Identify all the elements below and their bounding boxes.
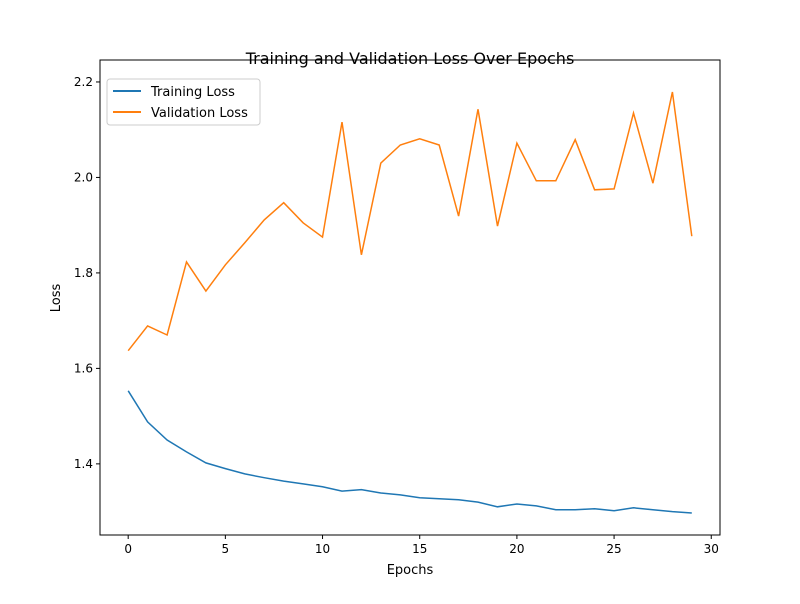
y-tick-label: 2.2: [74, 75, 93, 89]
y-tick-label: 1.6: [74, 361, 93, 375]
legend: Training Loss Validation Loss: [106, 78, 261, 126]
y-tick-label: 1.4: [74, 457, 93, 471]
legend-box: [106, 78, 261, 126]
legend-label: Validation Loss: [151, 106, 248, 121]
y-tick-label: 1.8: [74, 266, 93, 280]
x-tick-label: 15: [412, 542, 427, 556]
series-line-validation-loss: [127, 91, 693, 352]
x-tick-label: 30: [704, 542, 719, 556]
legend-label: Training Loss: [150, 85, 235, 100]
x-tick-label: 10: [315, 542, 330, 556]
series-line-training-loss: [127, 390, 692, 514]
y-tick-label: 2.0: [74, 170, 93, 184]
x-tick-label: 5: [222, 542, 230, 556]
x-tick-label: 20: [509, 542, 524, 556]
plot-frame: [99, 59, 721, 536]
x-axis-label: Epochs: [387, 563, 434, 578]
chart-title: Training and Validation Loss Over Epochs: [245, 49, 575, 68]
y-axis-label: Loss: [49, 284, 64, 313]
x-tick-label: 0: [124, 542, 132, 556]
x-tick-label: 25: [606, 542, 621, 556]
